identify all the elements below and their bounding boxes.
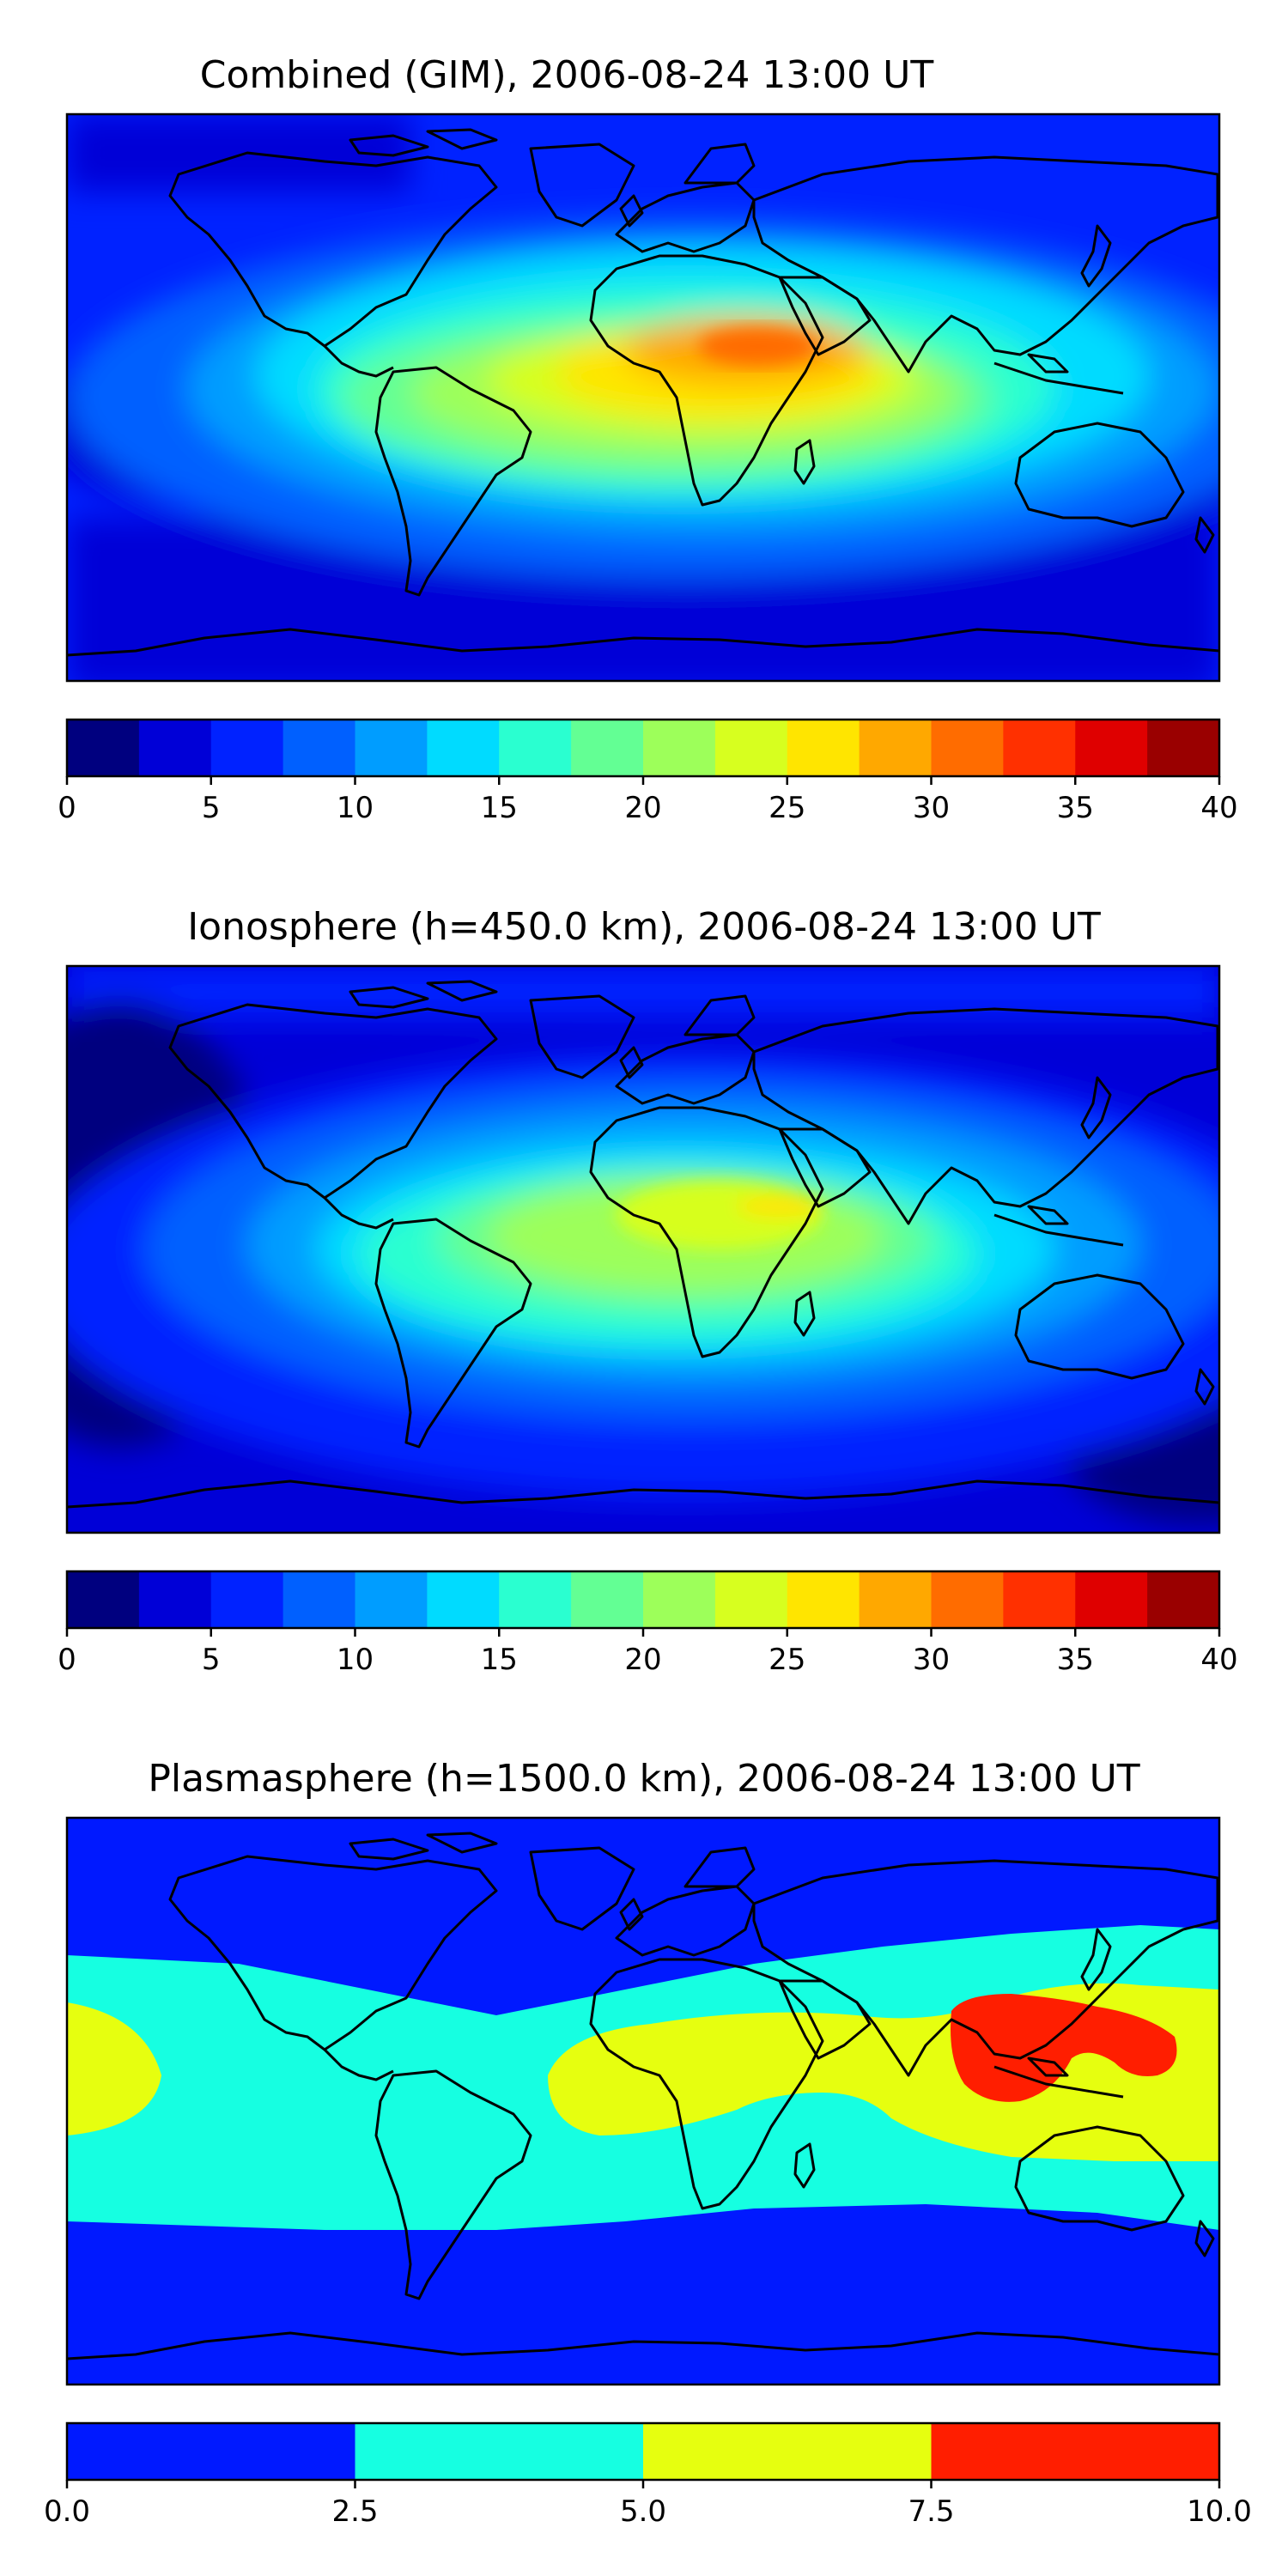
colorbar-segment (1147, 1571, 1220, 1628)
colorbar-tick-label: 2.5 (331, 2494, 378, 2529)
panel-2-colorbar: 0 5 10 15 20 25 30 35 40 (58, 1570, 1238, 1677)
colorbar-segment (787, 1571, 860, 1628)
colorbar-segment (1147, 720, 1220, 776)
colorbar-tick-label: 40 (1200, 791, 1237, 825)
colorbar-segment (138, 1571, 212, 1628)
colorbar-segment (67, 2423, 355, 2480)
colorbar-tick-label: 15 (481, 1643, 518, 1677)
colorbar-segment (355, 720, 428, 776)
colorbar-segment (499, 720, 572, 776)
colorbar-segment (210, 720, 284, 776)
colorbar-tick-label: 15 (481, 791, 518, 825)
colorbar-segment (1075, 1571, 1148, 1628)
colorbar-segment (210, 1571, 284, 1628)
colorbar-segment (283, 720, 355, 776)
colorbar-tick-label: 0 (58, 791, 76, 825)
colorbar-segment (643, 1571, 716, 1628)
panel-1-title: Combined (GIM), 2006-08-24 13:00 UT (200, 53, 934, 97)
colorbar-tick-label: 5 (202, 791, 221, 825)
panel-1-colorbar: 0 5 10 15 20 25 30 35 40 (58, 718, 1238, 825)
colorbar-segment (643, 2423, 932, 2480)
colorbar-segment (571, 1571, 644, 1628)
colorbar-tick-label: 0.0 (44, 2494, 90, 2529)
colorbar-segment (427, 1571, 500, 1628)
panel-3-title: Plasmasphere (h=1500.0 km), 2006-08-24 1… (148, 1757, 1139, 1801)
colorbar-segment (859, 1571, 932, 1628)
panel-3-colorbar: 0.0 2.5 5.0 7.5 10.0 (44, 2421, 1252, 2529)
colorbar-tick-label: 10.0 (1187, 2494, 1252, 2529)
colorbar-segment (714, 720, 788, 776)
colorbar-segment (355, 2423, 644, 2480)
colorbar-tick-label: 25 (769, 1643, 805, 1677)
colorbar-tick-label: 35 (1057, 1643, 1094, 1677)
colorbar-segment (859, 720, 932, 776)
colorbar-segment (787, 720, 860, 776)
colorbar-segment (931, 1571, 1004, 1628)
colorbar-segment (931, 720, 1004, 776)
colorbar-tick-label: 35 (1057, 791, 1094, 825)
colorbar-segment (714, 1571, 788, 1628)
colorbar-tick-label: 30 (913, 791, 950, 825)
colorbar-segment (67, 720, 140, 776)
colorbar-segment (1003, 1571, 1076, 1628)
colorbar-tick-label: 20 (624, 791, 661, 825)
colorbar-segment (1003, 720, 1076, 776)
panel-1-map (67, 114, 1219, 681)
panel-3-map (67, 1818, 1219, 2385)
colorbar-segment (931, 2423, 1220, 2480)
colorbar-segment (283, 1571, 355, 1628)
colorbar-segment (1075, 720, 1148, 776)
panel-2-frame (65, 964, 1221, 1534)
colorbar-tick-label: 10 (337, 1643, 374, 1677)
colorbar-tick-label: 7.5 (908, 2494, 954, 2529)
panel-2-map (67, 966, 1219, 1533)
panel-1-frame (65, 112, 1221, 683)
colorbar-tick-label: 20 (624, 1643, 661, 1677)
colorbar-segment (138, 720, 212, 776)
colorbar-tick-label: 5.0 (620, 2494, 666, 2529)
panel-3-frame (65, 1816, 1221, 2386)
colorbar-segment (67, 1571, 140, 1628)
colorbar-tick-label: 10 (337, 791, 374, 825)
panel-2-title: Ionosphere (h=450.0 km), 2006-08-24 13:0… (187, 905, 1101, 949)
colorbar-tick-label: 25 (769, 791, 805, 825)
colorbar-tick-label: 40 (1200, 1643, 1237, 1677)
colorbar-tick-label: 5 (202, 1643, 221, 1677)
colorbar-tick-label: 0 (58, 1643, 76, 1677)
colorbar-segment (499, 1571, 572, 1628)
colorbar-segment (643, 720, 716, 776)
colorbar-tick-label: 30 (913, 1643, 950, 1677)
colorbar-segment (571, 720, 644, 776)
colorbar-segment (427, 720, 500, 776)
colorbar-segment (355, 1571, 428, 1628)
